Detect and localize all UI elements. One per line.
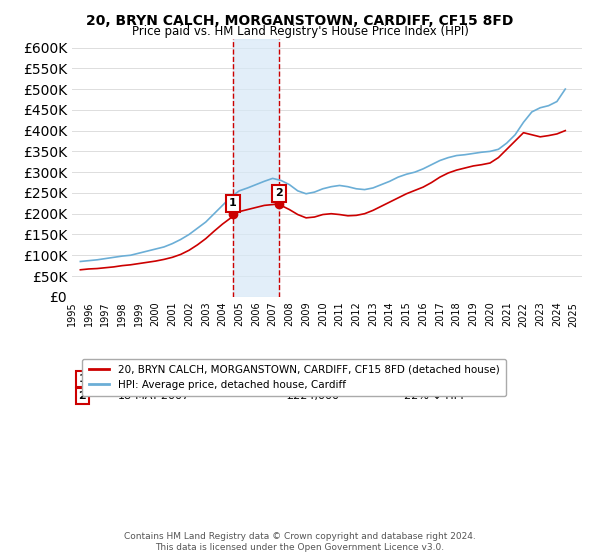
Text: 22% ↓ HPI: 22% ↓ HPI <box>404 391 463 401</box>
Text: 20, BRYN CALCH, MORGANSTOWN, CARDIFF, CF15 8FD: 20, BRYN CALCH, MORGANSTOWN, CARDIFF, CF… <box>86 14 514 28</box>
Text: £224,000: £224,000 <box>286 391 339 401</box>
Text: Price paid vs. HM Land Registry's House Price Index (HPI): Price paid vs. HM Land Registry's House … <box>131 25 469 38</box>
Text: 1: 1 <box>229 198 237 208</box>
Legend: 20, BRYN CALCH, MORGANSTOWN, CARDIFF, CF15 8FD (detached house), HPI: Average pr: 20, BRYN CALCH, MORGANSTOWN, CARDIFF, CF… <box>82 359 506 396</box>
Text: 2: 2 <box>79 391 86 401</box>
Text: 18-MAY-2007: 18-MAY-2007 <box>118 391 190 401</box>
Text: Contains HM Land Registry data © Crown copyright and database right 2024.
This d: Contains HM Land Registry data © Crown c… <box>124 532 476 552</box>
Bar <box>233 39 279 297</box>
Text: 13-AUG-2004: 13-AUG-2004 <box>118 374 192 384</box>
Text: 23% ↓ HPI: 23% ↓ HPI <box>404 374 463 384</box>
Text: 2: 2 <box>275 188 283 198</box>
Text: £199,950: £199,950 <box>286 374 339 384</box>
Text: 1: 1 <box>79 374 86 384</box>
